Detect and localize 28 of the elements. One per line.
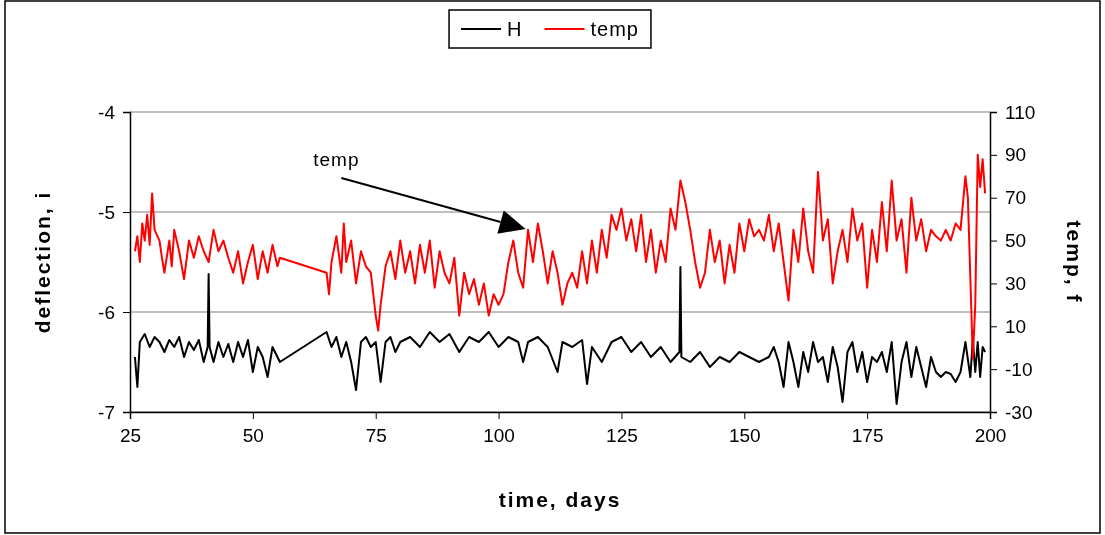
legend-label: H [507, 18, 523, 40]
y2-tick-label: -30 [1005, 401, 1033, 423]
y-tick-label: -7 [98, 401, 115, 423]
y2-tick-label: 70 [1005, 187, 1027, 209]
y2-tick-label: 50 [1005, 230, 1027, 252]
y-axis-title: deflection, i [31, 190, 54, 334]
y2-tick-label: -10 [1005, 358, 1033, 380]
x-axis-title: time, days [498, 488, 622, 511]
x-tick-label: 175 [851, 425, 884, 447]
x-tick-label: 50 [242, 425, 264, 447]
y-tick-label: -5 [98, 201, 115, 223]
line-series [133, 266, 987, 405]
x-tick-label: 25 [119, 425, 142, 447]
y-tick-label: -4 [98, 101, 116, 123]
y2-tick-label: 90 [1005, 144, 1027, 166]
legend-label: temp [590, 18, 639, 40]
y2-tick-label: 110 [1005, 101, 1036, 123]
x-tick-label: 200 [974, 425, 1007, 447]
x-tick-label: 75 [365, 425, 387, 447]
y-tick-label: -6 [98, 301, 115, 323]
x-tick-label: 100 [483, 425, 515, 447]
y2-tick-label: 10 [1005, 315, 1027, 337]
y2-tick-label: 30 [1005, 273, 1027, 295]
x-tick-label: 150 [728, 425, 761, 447]
line-series [133, 153, 987, 360]
annotation: temp [313, 149, 360, 170]
x-tick-label: 125 [606, 425, 638, 447]
y2-axis-title: temp, f [1063, 220, 1086, 304]
